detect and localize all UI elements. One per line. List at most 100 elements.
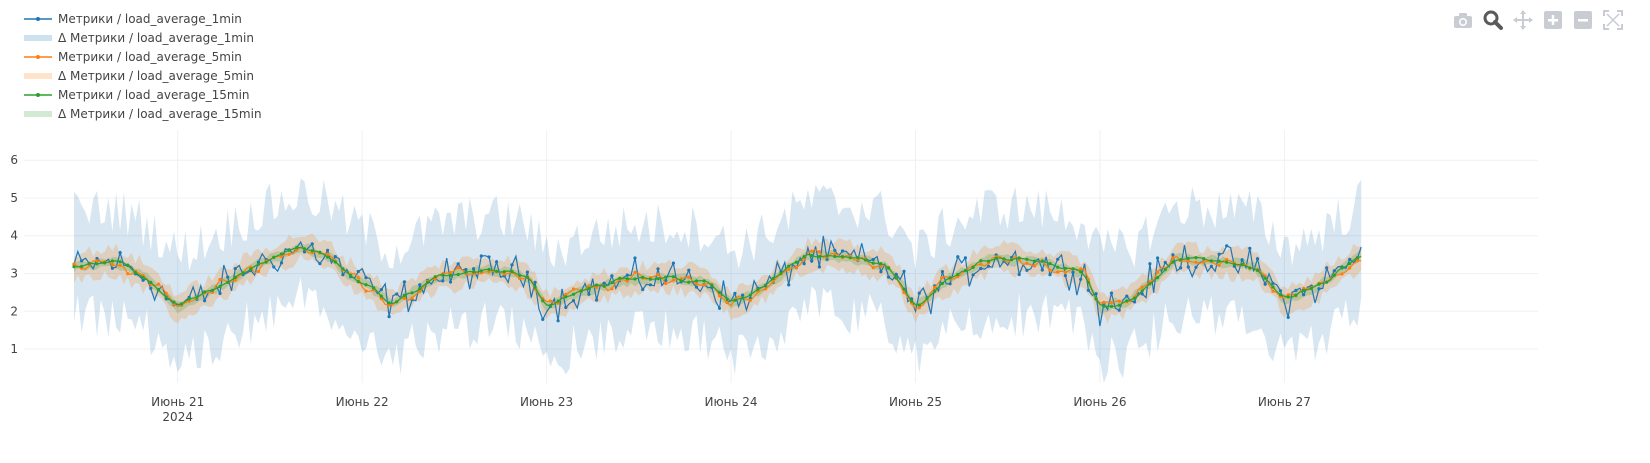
data-point xyxy=(579,289,583,293)
data-point xyxy=(671,261,676,265)
data-point xyxy=(487,270,491,274)
zoom-button[interactable] xyxy=(1478,8,1508,32)
data-point xyxy=(349,273,353,278)
data-point xyxy=(218,284,222,289)
data-point xyxy=(1010,258,1014,262)
data-point xyxy=(1071,270,1075,274)
data-point xyxy=(564,295,568,299)
autoscale-button[interactable] xyxy=(1598,8,1628,32)
data-point xyxy=(433,277,437,281)
data-point xyxy=(641,275,645,279)
data-point xyxy=(694,285,699,289)
data-point xyxy=(1202,260,1206,264)
legend-item[interactable]: Метрики / load_average_5min xyxy=(24,47,262,66)
x-tick-label: Июнь 26 xyxy=(1073,395,1126,409)
data-point xyxy=(1225,258,1229,262)
data-point xyxy=(1140,285,1144,289)
data-point xyxy=(917,306,921,310)
data-point xyxy=(1317,282,1321,286)
data-point xyxy=(948,276,952,280)
data-point xyxy=(802,255,806,259)
data-point xyxy=(1217,259,1221,263)
data-point xyxy=(948,282,952,286)
data-point xyxy=(956,272,960,277)
data-point xyxy=(825,254,829,258)
legend-label: Δ Метрики / load_average_15min xyxy=(58,106,262,121)
y-tick-label: 3 xyxy=(10,266,18,280)
data-point xyxy=(72,262,76,266)
data-point xyxy=(226,275,230,279)
data-point xyxy=(971,265,975,269)
zoom-out-icon xyxy=(1574,11,1592,29)
data-point xyxy=(1355,256,1359,260)
data-point xyxy=(279,261,284,265)
data-point xyxy=(195,295,199,299)
data-point xyxy=(925,296,929,301)
camera-button[interactable] xyxy=(1448,8,1478,32)
data-point xyxy=(1317,287,1321,291)
data-point xyxy=(1202,257,1206,261)
data-point xyxy=(1186,259,1190,263)
data-point xyxy=(756,290,760,294)
data-point xyxy=(1117,299,1121,303)
data-point xyxy=(771,276,775,281)
data-point xyxy=(472,270,476,274)
data-point xyxy=(464,270,468,274)
data-point xyxy=(149,286,153,290)
data-point xyxy=(510,269,514,274)
data-point xyxy=(472,267,476,271)
data-point xyxy=(456,262,460,266)
data-point xyxy=(618,276,622,280)
data-point xyxy=(1071,267,1075,271)
data-point xyxy=(741,296,745,300)
data-point xyxy=(1056,257,1060,261)
data-point xyxy=(1040,268,1044,272)
legend-item[interactable]: Метрики / load_average_1min xyxy=(24,9,262,28)
data-point xyxy=(840,249,845,253)
legend-item[interactable]: Δ Метрики / load_average_15min xyxy=(24,104,262,123)
data-point xyxy=(164,291,168,295)
data-point xyxy=(733,298,737,302)
data-point xyxy=(1025,257,1029,261)
bands-layer xyxy=(74,178,1362,383)
legend-band-swatch xyxy=(24,110,52,117)
data-point xyxy=(871,261,875,265)
legend-item[interactable]: Метрики / load_average_15min xyxy=(24,85,262,104)
data-point xyxy=(641,287,645,292)
data-point xyxy=(1271,281,1275,285)
data-point xyxy=(1179,258,1183,262)
data-point xyxy=(502,272,506,276)
zoom-in-button[interactable] xyxy=(1538,8,1568,32)
data-point xyxy=(933,285,937,290)
data-point xyxy=(302,247,307,251)
pan-button[interactable] xyxy=(1508,8,1538,32)
legend-item[interactable]: Δ Метрики / load_average_5min xyxy=(24,66,262,85)
data-point xyxy=(741,293,745,297)
data-point xyxy=(110,262,114,267)
data-point xyxy=(110,259,114,263)
x-tick-label: Июнь 24 xyxy=(704,395,757,409)
data-point xyxy=(333,260,337,264)
data-point xyxy=(1140,289,1144,293)
data-point xyxy=(533,285,537,289)
data-point xyxy=(410,291,414,295)
legend-item[interactable]: Δ Метрики / load_average_1min xyxy=(24,28,262,47)
x-tick-label: Июнь 25 xyxy=(889,395,942,409)
data-point xyxy=(764,287,768,291)
data-point xyxy=(1002,257,1006,261)
data-point xyxy=(1255,268,1260,272)
data-point xyxy=(956,255,960,259)
data-point xyxy=(702,279,706,283)
data-point xyxy=(418,283,422,287)
data-point xyxy=(548,299,553,303)
data-point xyxy=(1240,258,1244,262)
data-point xyxy=(664,275,668,279)
data-point xyxy=(495,269,499,273)
zoom-out-button[interactable] xyxy=(1568,8,1598,32)
data-point xyxy=(817,255,822,259)
data-point xyxy=(1263,276,1267,280)
data-point xyxy=(902,287,906,291)
data-point xyxy=(1163,260,1167,265)
data-point xyxy=(871,257,875,262)
